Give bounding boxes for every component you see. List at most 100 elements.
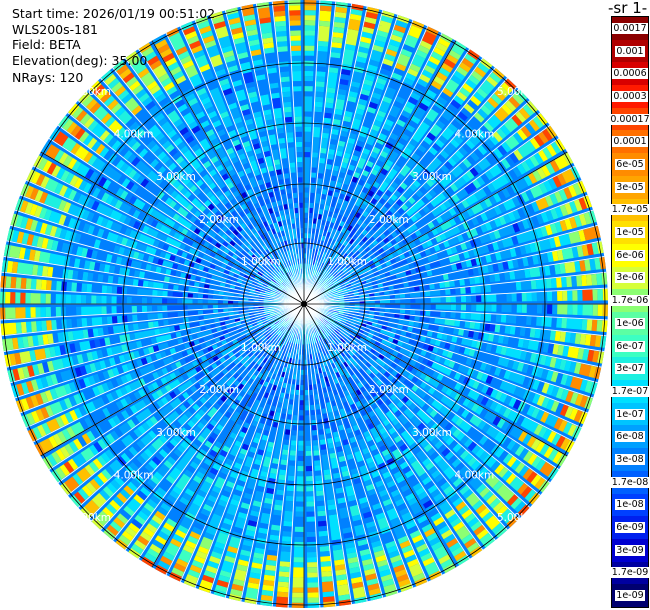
ray-separator <box>303 303 598 384</box>
ray-separator <box>32 165 305 305</box>
ray-separator <box>112 67 305 305</box>
colorbar-tick-label: 1e-07 <box>615 408 645 420</box>
ray-separator <box>287 0 305 305</box>
colorbar-level: 0.0003 <box>612 85 648 108</box>
colorbar-tick-label: 3e-05 <box>615 181 645 193</box>
ray-separator <box>303 303 531 508</box>
ray-separator <box>165 303 305 576</box>
azimuth-grid-line <box>303 303 457 568</box>
colorbar-level: 0.0006 <box>612 62 648 86</box>
ray-separator <box>303 57 484 305</box>
colorbar-level: 1e-09 <box>612 584 648 607</box>
ray-separator <box>224 10 305 305</box>
ray-separator <box>303 303 605 353</box>
ray-separator <box>303 303 508 531</box>
ray-separator <box>303 209 594 305</box>
range-ring-label: 3.00km <box>412 427 452 439</box>
colorbar-level: 6e-07 <box>612 334 648 358</box>
ray-separator <box>77 100 305 305</box>
ray-separator <box>303 138 560 305</box>
colorbar-tick-label: 0.00017 <box>609 113 650 125</box>
radar-center-marker <box>301 301 307 307</box>
colorbar-unit-title: -1 sr- <box>608 0 648 16</box>
ray-separator <box>303 224 598 305</box>
azimuth-grid-line <box>303 303 568 457</box>
range-ring-label: 3.00km <box>156 427 196 439</box>
ray-separator <box>240 303 305 602</box>
colorbar-tick-label: 1e-09 <box>615 590 645 602</box>
ray-separator <box>14 209 305 305</box>
ray-separator <box>303 303 560 470</box>
ray-separator <box>303 255 605 305</box>
ray-separator <box>194 20 305 305</box>
ray-separator <box>303 303 551 484</box>
ray-separator <box>77 303 305 508</box>
ray-separator <box>303 303 429 582</box>
ray-separator <box>271 303 305 607</box>
colorbar-tick-label: 1e-06 <box>615 317 645 329</box>
ray-separator <box>57 303 305 484</box>
ray-separator <box>303 124 551 305</box>
ray-separator <box>303 287 608 305</box>
ray-separator <box>303 303 602 368</box>
ray-separator <box>255 3 305 305</box>
ray-separator <box>303 303 470 560</box>
colorbar-tick-label: 6e-08 <box>615 431 645 443</box>
ray-separator <box>287 303 305 608</box>
range-ring-label: 2.00km <box>199 214 239 226</box>
ray-separator <box>26 303 305 429</box>
ray-separator <box>6 240 305 305</box>
colorbar-level: 6e-09 <box>612 516 648 539</box>
ray-separator <box>303 0 321 305</box>
colorbar-tick-label: 1e-05 <box>615 227 645 239</box>
colorbar-level: 0.00017 <box>609 107 650 131</box>
ray-separator <box>303 3 353 305</box>
start-time-label: Start time: 2026/01/19 00:51:02 <box>12 6 216 21</box>
colorbar-tick-label: 6e-06 <box>615 249 645 261</box>
ray-separator <box>303 303 541 496</box>
range-ring-label: 1.00km <box>327 256 367 268</box>
range-ring-label: 1.00km <box>327 342 367 354</box>
ray-separator <box>20 303 305 414</box>
colorbar-tick-label: 1.7e-07 <box>610 385 650 397</box>
ray-separator <box>3 255 305 305</box>
ray-separator <box>179 26 305 305</box>
ray-separator <box>0 287 305 305</box>
ray-separator <box>1 271 305 305</box>
ray-separator <box>303 20 414 305</box>
range-ring-label: 4.00km <box>455 469 495 481</box>
ray-separator <box>303 303 576 443</box>
ray-separator <box>303 26 429 305</box>
range-ring-label: 4.00km <box>114 129 154 141</box>
ray-separator <box>303 14 399 305</box>
ray-separator <box>32 303 305 443</box>
ray-separator <box>88 303 305 520</box>
colorbar-level: 3e-08 <box>612 448 648 471</box>
instrument-label: WLS200s-181 <box>12 22 98 37</box>
ray-separator <box>303 303 368 602</box>
range-ring-label: 1.00km <box>241 256 281 268</box>
range-ring-label: 3.00km <box>156 171 196 183</box>
colorbar-tick-label: 0.0003 <box>612 90 648 102</box>
colorbar-level: 6e-06 <box>612 243 648 267</box>
ray-separator <box>303 303 484 551</box>
colorbar: 0.0017 0.001 0.0006 0.0003 0.00017 0.0001 6e-0… <box>609 16 650 608</box>
field-label: Field: BETA <box>12 37 81 52</box>
ray-separator <box>26 179 305 305</box>
range-ring-label: 5.00km <box>71 86 111 98</box>
colorbar-level: 6e-05 <box>612 153 648 176</box>
ray-separator <box>303 88 520 305</box>
colorbar-tick-label: 3e-06 <box>615 272 645 284</box>
ray-separator <box>303 165 576 305</box>
ray-separator <box>303 194 588 305</box>
colorbar-level: 0.001 <box>612 39 648 63</box>
range-ring-label: 5.00km <box>71 512 111 524</box>
colorbar-level: 1e-06 <box>612 312 648 335</box>
ray-separator <box>48 303 305 470</box>
colorbar-level: 3e-09 <box>612 538 648 562</box>
colorbar-level: 3e-06 <box>612 266 648 290</box>
ray-separator <box>303 303 607 337</box>
azimuth-grid-line <box>303 40 457 305</box>
colorbar-tick-label: 1.7e-06 <box>610 295 650 307</box>
range-ring-label: 2.00km <box>369 214 409 226</box>
